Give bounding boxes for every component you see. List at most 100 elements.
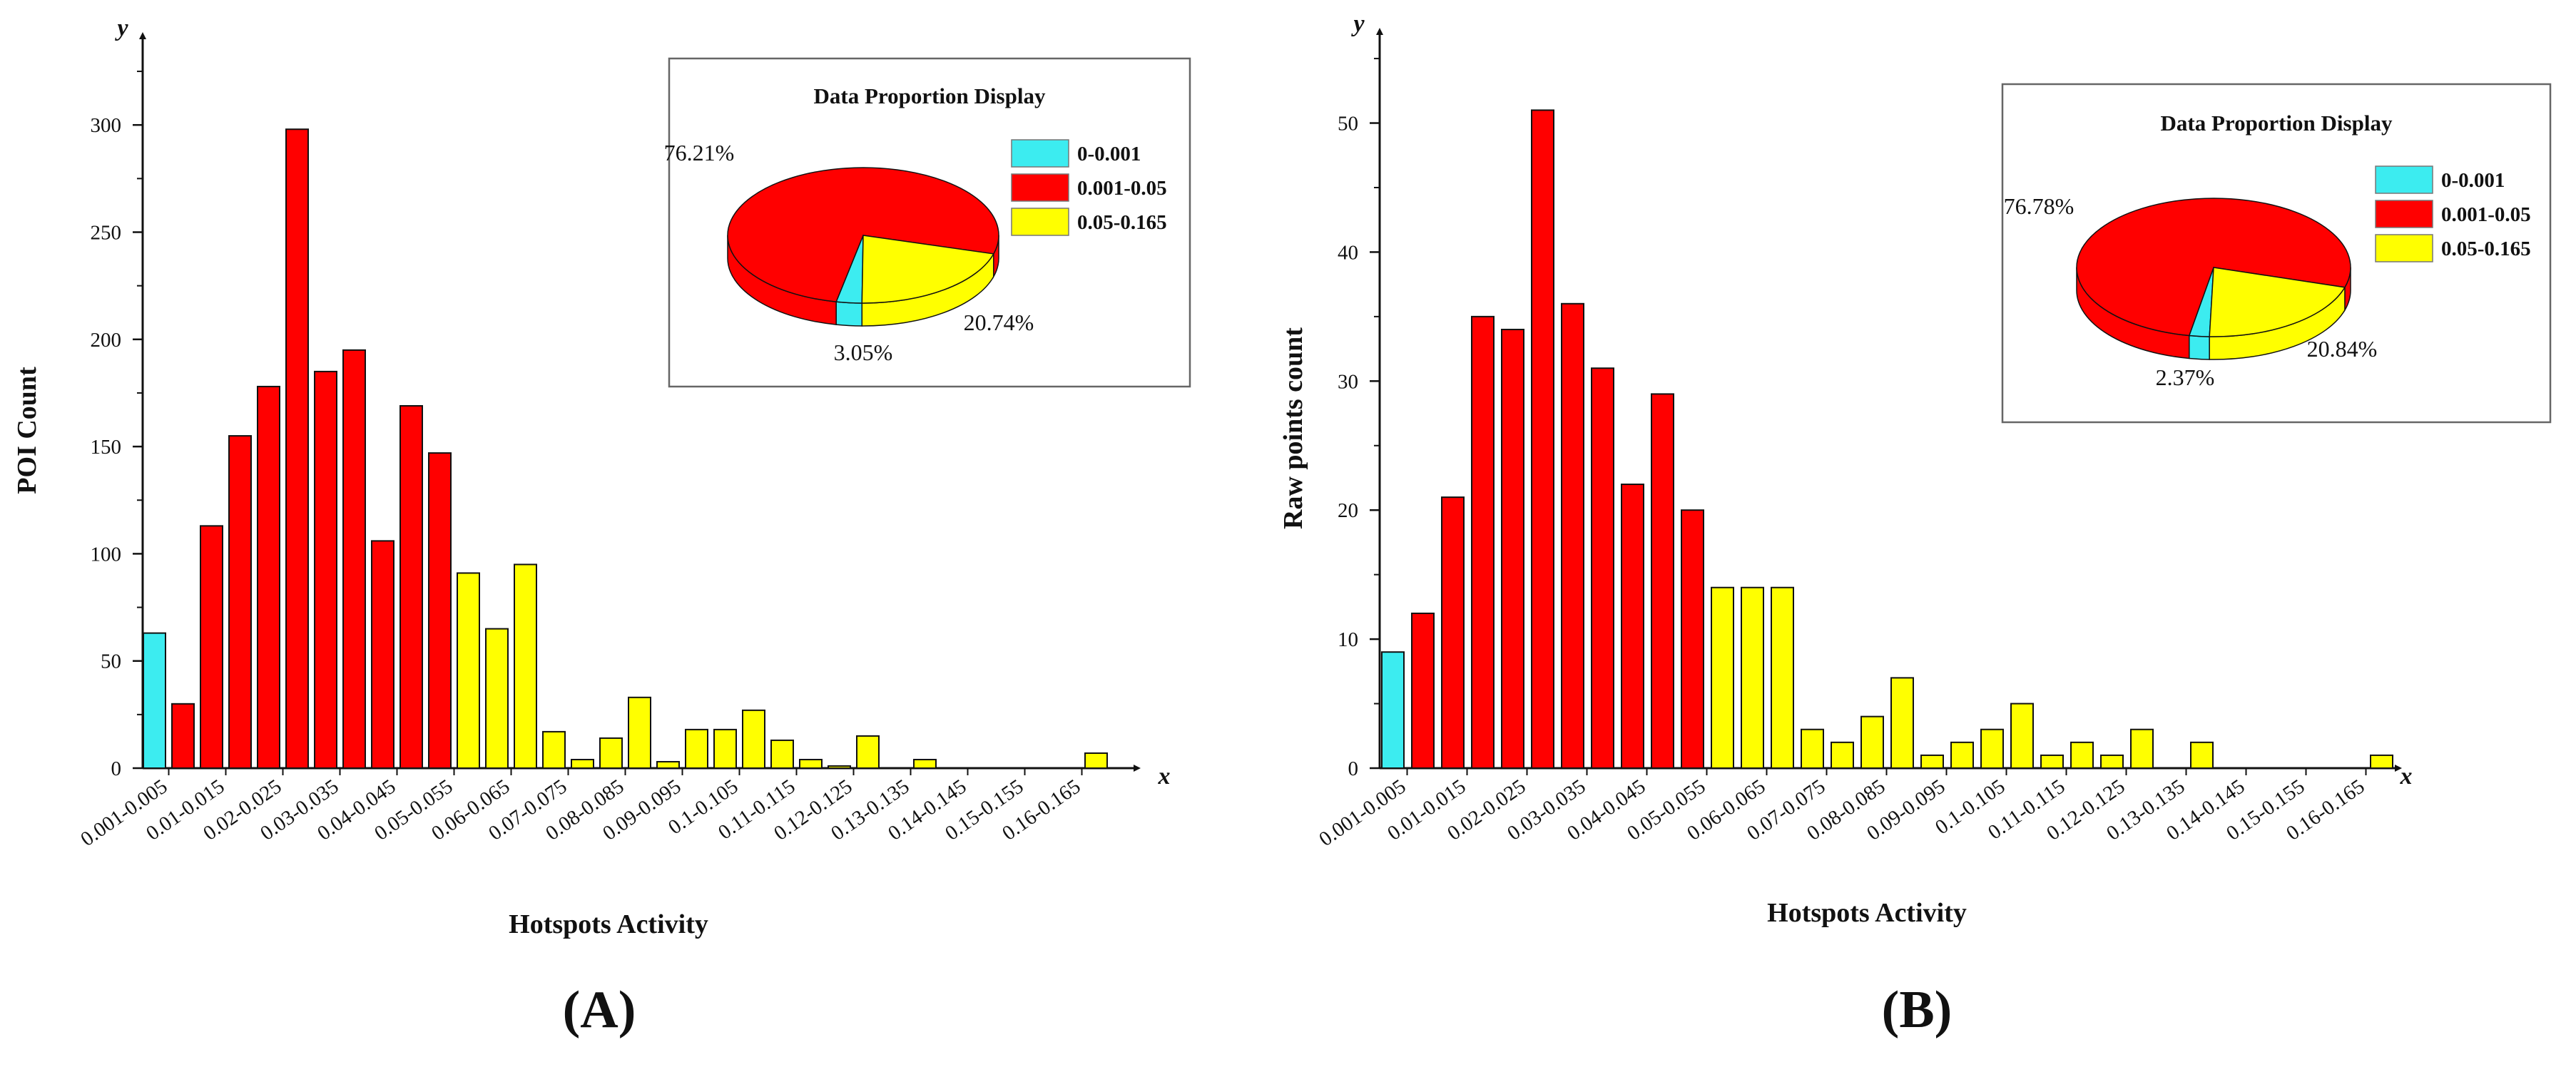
bar: [1711, 586, 1734, 769]
y-tick-label: 10: [1338, 628, 1358, 651]
bar: [1771, 586, 1794, 769]
legend-swatch: [1011, 173, 1069, 202]
y-tick-label: 50: [1338, 113, 1358, 136]
bar: [143, 632, 166, 770]
pie-value-label: 20.84%: [2307, 336, 2378, 362]
bar: [542, 730, 566, 770]
bar: [1831, 741, 1854, 769]
y-tick-label: 0: [111, 757, 122, 780]
y-tick-label: 20: [1338, 499, 1358, 522]
pie-slice-side: [2189, 335, 2210, 360]
y-tick-label: 250: [91, 222, 122, 245]
bar: [514, 563, 537, 770]
bar: [1801, 728, 1824, 769]
bar: [2370, 754, 2393, 770]
bar: [856, 735, 880, 769]
y-axis-title: Raw points count: [1278, 327, 1308, 529]
bar: [599, 737, 623, 769]
pie-value-label: 76.78%: [2004, 193, 2074, 219]
y-tick-label: 200: [91, 329, 122, 352]
legend-label: 0.001-0.05: [1077, 177, 1167, 200]
pie-slice-side: [835, 301, 863, 327]
bar: [770, 739, 794, 769]
bar: [2070, 741, 2094, 769]
legend-swatch: [1011, 139, 1069, 168]
bar: [171, 703, 195, 770]
legend-swatch: [2375, 165, 2433, 194]
bar: [1950, 741, 1974, 769]
bar: [1591, 367, 1614, 769]
bar: [1681, 509, 1704, 769]
y-tick-label: 40: [1338, 241, 1358, 264]
legend-label: 0.001-0.05: [2441, 203, 2531, 226]
y-tick-label: 30: [1338, 370, 1358, 393]
legend-label: 0-0.001: [1077, 143, 1141, 165]
bar: [485, 628, 509, 769]
bar: [314, 370, 337, 769]
chart-panel-a: yx0501001502002503000.001-0.0050.01-0.01…: [12, 15, 1191, 1039]
legend-swatch: [1011, 208, 1069, 236]
inset-pie-box: Data Proportion Display 2.37% 76.78% 20.84%…: [2001, 83, 2552, 424]
legend-label: 0.05-0.165: [2441, 238, 2531, 260]
bar: [228, 435, 252, 770]
bar: [1621, 484, 1644, 769]
bar: [342, 349, 366, 769]
bar: [1501, 328, 1524, 769]
bar: [1084, 752, 1108, 770]
pie-slice: [2076, 198, 2351, 337]
pie-slice: [727, 167, 999, 302]
y-axis-letter: y: [114, 15, 128, 41]
bar: [1411, 612, 1435, 770]
bar: [399, 404, 423, 769]
inset-title: Data Proportion Display: [814, 83, 1046, 108]
bar: [1471, 315, 1495, 769]
bar: [1561, 302, 1584, 769]
inset-pie-box: Data Proportion Display 3.05% 76.21% 20.74%…: [664, 57, 1191, 388]
bar: [2130, 728, 2154, 769]
bar: [628, 696, 651, 769]
y-tick-label: 0: [1348, 757, 1359, 780]
y-axis-letter: y: [1350, 11, 1365, 37]
bar: [285, 128, 309, 770]
pie-slice: [2209, 267, 2346, 337]
bar: [2010, 703, 2034, 770]
y-tick-label: 300: [91, 114, 122, 137]
bar: [1980, 728, 2004, 769]
bar: [2040, 754, 2064, 770]
bar: [799, 758, 823, 769]
bar: [1890, 677, 1914, 769]
pie-slice: [861, 235, 994, 304]
x-axis-letter: x: [2400, 763, 2413, 790]
x-axis-title: Hotspots Activity: [509, 909, 708, 939]
y-tick-label: 100: [91, 543, 122, 566]
legend-swatch: [2375, 234, 2433, 262]
bar: [656, 760, 680, 769]
bar: [1920, 754, 1944, 770]
bar: [371, 540, 394, 770]
y-axis-title: POI Count: [12, 367, 42, 494]
bar: [1531, 109, 1554, 770]
inset-title: Data Proportion Display: [2161, 111, 2393, 136]
bar: [257, 385, 280, 769]
x-axis-title: Hotspots Activity: [1767, 898, 1967, 928]
panel-label: (B): [1882, 981, 1953, 1039]
bar: [2100, 754, 2124, 770]
legend-label: 0-0.001: [2441, 169, 2505, 192]
bar: [428, 452, 452, 769]
bar: [828, 765, 851, 769]
bar: [457, 572, 480, 769]
bar: [742, 709, 765, 769]
panel-label: (A): [563, 981, 636, 1039]
bar: [1651, 393, 1674, 769]
bar: [1381, 651, 1405, 769]
bar: [913, 758, 937, 769]
bar: [200, 525, 223, 769]
legend-swatch: [2375, 200, 2433, 228]
bar: [1860, 715, 1884, 770]
pie-value-label: 3.05%: [834, 340, 893, 365]
x-axis-letter: x: [1158, 763, 1171, 790]
bar: [1441, 496, 1465, 769]
bar: [713, 728, 737, 769]
